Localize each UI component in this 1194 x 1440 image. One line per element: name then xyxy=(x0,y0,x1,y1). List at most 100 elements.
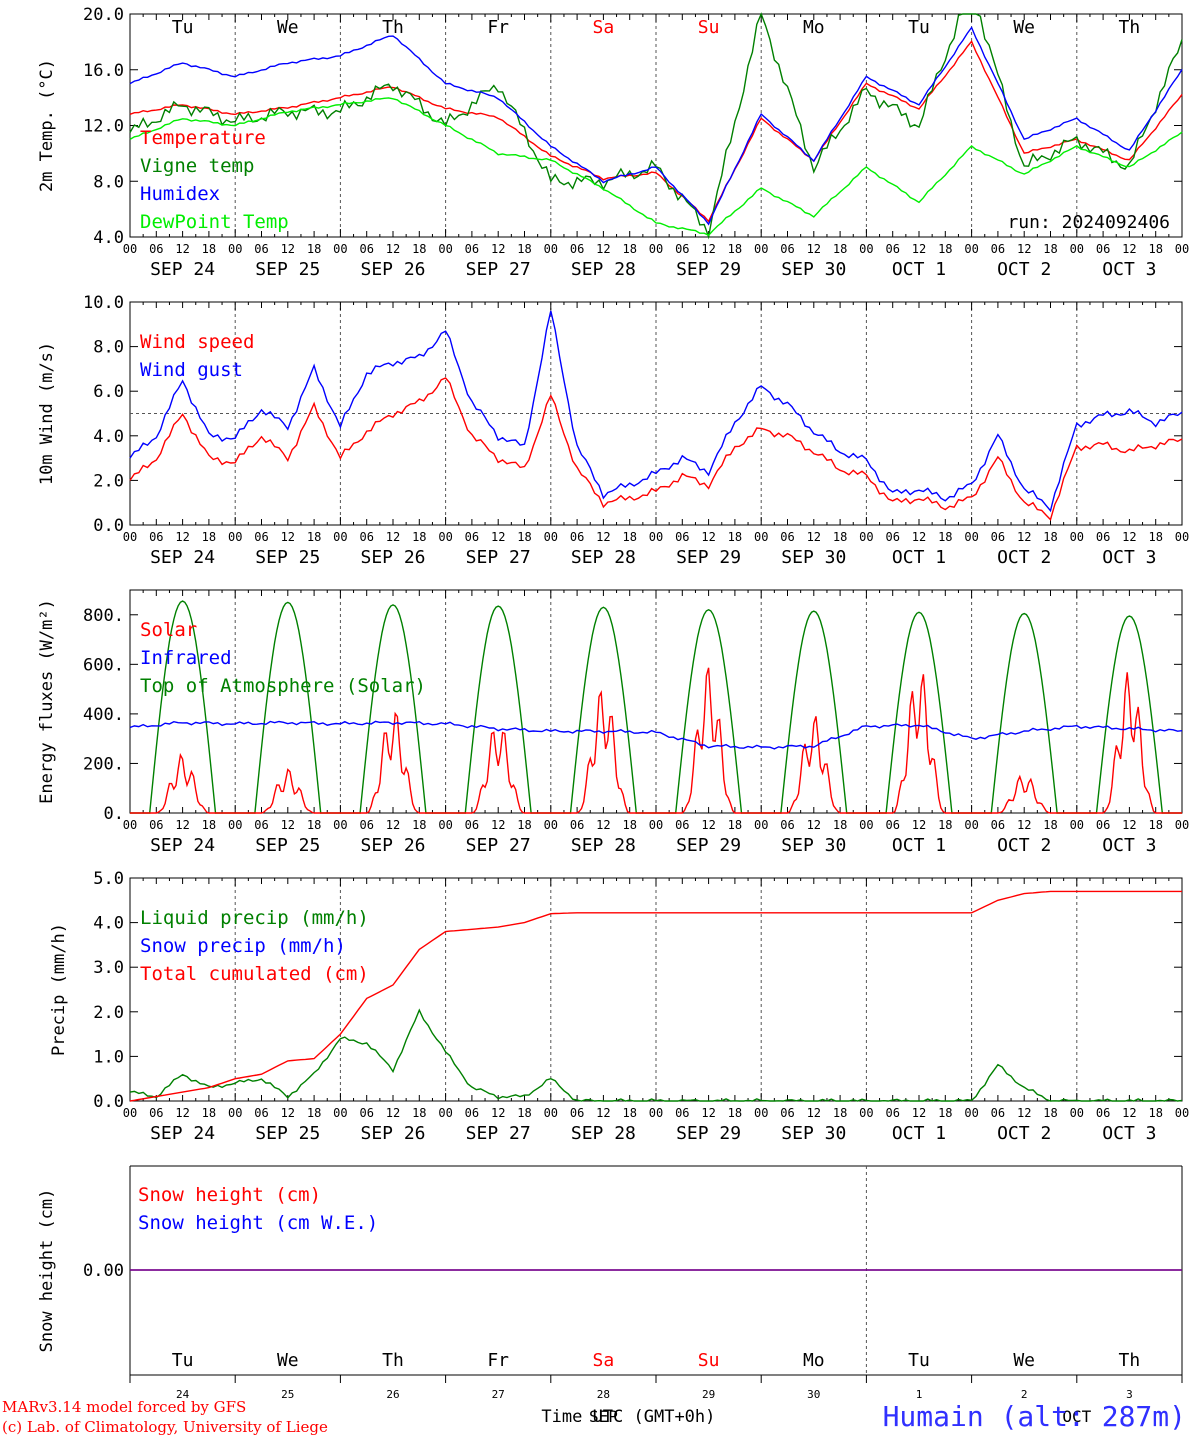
hour-tick-label: 12 xyxy=(281,242,295,256)
hour-tick-label: 12 xyxy=(175,530,189,544)
hour-tick-label: 18 xyxy=(517,530,531,544)
date-label: SEP 26 xyxy=(360,835,425,856)
hour-tick-label: 06 xyxy=(465,818,479,832)
hour-tick-label: 18 xyxy=(833,242,847,256)
hour-tick-label: 12 xyxy=(491,530,505,544)
date-label: SEP 28 xyxy=(571,259,636,280)
hour-tick-label: 00 xyxy=(649,530,663,544)
date-label: SEP 29 xyxy=(676,1123,741,1144)
hour-tick-label: 12 xyxy=(807,242,821,256)
hour-tick-label: 12 xyxy=(386,1106,400,1120)
hour-tick-label: 00 xyxy=(333,530,347,544)
hour-tick-label: 00 xyxy=(964,242,978,256)
date-label: SEP 25 xyxy=(255,547,320,568)
hour-tick-label: 18 xyxy=(622,530,636,544)
panel-4: 0.0 1.0 2.0 3.0 4.0 5.0 Liquid precip (mm/h) Sn… xyxy=(49,869,1189,1144)
hour-tick-label: 06 xyxy=(780,530,794,544)
hour-tick-label: 18 xyxy=(728,530,742,544)
series-line-humidex xyxy=(129,26,1183,226)
hour-tick-label: 06 xyxy=(780,242,794,256)
weekday-label: Tu xyxy=(908,17,930,38)
hour-tick-label: 18 xyxy=(728,242,742,256)
date-label: SEP 29 xyxy=(676,259,741,280)
hour-tick-label: 06 xyxy=(780,818,794,832)
date-label: SEP 28 xyxy=(571,547,636,568)
y-tick-label: 0.0 xyxy=(93,516,124,536)
y-axis-title: Energy fluxes (W/m²) xyxy=(37,599,57,804)
hour-tick-label: 06 xyxy=(359,1106,373,1120)
date-label: OCT 3 xyxy=(1102,1123,1156,1144)
day-number-label: 2 xyxy=(1021,1388,1028,1401)
hour-tick-label: 06 xyxy=(1096,530,1110,544)
hour-tick-label: 06 xyxy=(570,242,584,256)
hour-tick-label: 12 xyxy=(175,242,189,256)
hour-tick-label: 06 xyxy=(991,1106,1005,1120)
hour-tick-label: 00 xyxy=(438,818,452,832)
y-tick-label: 5.0 xyxy=(93,869,124,889)
hour-tick-label: 00 xyxy=(1070,1106,1084,1120)
copyright-line: (c) Lab. of Climatology, University of L… xyxy=(2,1418,328,1436)
weekday-label: We xyxy=(277,1350,299,1371)
hour-tick-label: 12 xyxy=(807,1106,821,1120)
weekday-label: Fr xyxy=(487,1350,509,1371)
date-label: SEP 28 xyxy=(571,1123,636,1144)
hour-tick-label: 00 xyxy=(438,1106,452,1120)
hour-tick-label: 12 xyxy=(491,242,505,256)
hour-tick-label: 18 xyxy=(938,818,952,832)
hour-tick-label: 18 xyxy=(1148,1106,1162,1120)
date-label: OCT 1 xyxy=(892,1123,946,1144)
hour-tick-label: 12 xyxy=(281,818,295,832)
y-tick-label: 0. xyxy=(104,804,124,824)
hour-tick-label: 18 xyxy=(938,242,952,256)
hour-tick-label: 18 xyxy=(1148,818,1162,832)
hour-tick-label: 00 xyxy=(333,818,347,832)
hour-tick-label: 00 xyxy=(1175,530,1189,544)
series-line-temperature xyxy=(129,40,1183,223)
date-label: OCT 1 xyxy=(892,259,946,280)
run-label: run: 2024092406 xyxy=(1007,212,1170,233)
hour-tick-label: 06 xyxy=(149,530,163,544)
series-line-vigne-temp xyxy=(129,12,1183,240)
date-label: SEP 24 xyxy=(150,259,215,280)
hour-tick-label: 18 xyxy=(202,818,216,832)
date-label: SEP 26 xyxy=(360,547,425,568)
hour-tick-label: 00 xyxy=(1070,530,1084,544)
date-label: SEP 30 xyxy=(781,547,846,568)
hour-tick-label: 18 xyxy=(307,530,321,544)
hour-tick-label: 06 xyxy=(254,242,268,256)
hour-tick-label: 06 xyxy=(885,1106,899,1120)
weekday-label: Tu xyxy=(172,17,194,38)
hour-tick-label: 12 xyxy=(701,530,715,544)
hour-tick-label: 00 xyxy=(859,1106,873,1120)
date-label: SEP 30 xyxy=(781,1123,846,1144)
weekday-label: Sa xyxy=(593,17,615,38)
hour-tick-label: 06 xyxy=(780,1106,794,1120)
weekday-label: We xyxy=(1013,17,1035,38)
weekday-label: Th xyxy=(382,1350,404,1371)
hour-tick-label: 00 xyxy=(333,242,347,256)
hour-tick-label: 06 xyxy=(885,242,899,256)
hour-tick-label: 06 xyxy=(254,818,268,832)
hour-tick-label: 12 xyxy=(386,530,400,544)
hour-tick-label: 12 xyxy=(1017,530,1031,544)
hour-tick-label: 12 xyxy=(1122,242,1136,256)
date-label: OCT 3 xyxy=(1102,259,1156,280)
hour-tick-label: 06 xyxy=(359,530,373,544)
hour-tick-label: 00 xyxy=(649,242,663,256)
legend-entry: Total cumulated (cm) xyxy=(140,963,369,985)
hour-tick-label: 12 xyxy=(596,1106,610,1120)
hour-tick-label: 00 xyxy=(123,530,137,544)
date-label: SEP 29 xyxy=(676,547,741,568)
hour-tick-label: 18 xyxy=(1043,242,1057,256)
x-axis-title: Time UTC (GMT+0h) xyxy=(541,1407,715,1427)
legend-entry: Wind gust xyxy=(140,359,243,381)
y-tick-label: 4.0 xyxy=(93,228,124,248)
y-tick-label: 6.0 xyxy=(93,382,124,402)
date-label: SEP 30 xyxy=(781,259,846,280)
date-label: OCT 3 xyxy=(1102,547,1156,568)
y-axis-title: 2m Temp. (°C) xyxy=(37,59,57,192)
weekday-label: We xyxy=(277,17,299,38)
y-tick-label: 200. xyxy=(83,754,124,774)
hour-tick-label: 00 xyxy=(964,530,978,544)
legend-entry: Solar xyxy=(140,619,197,641)
